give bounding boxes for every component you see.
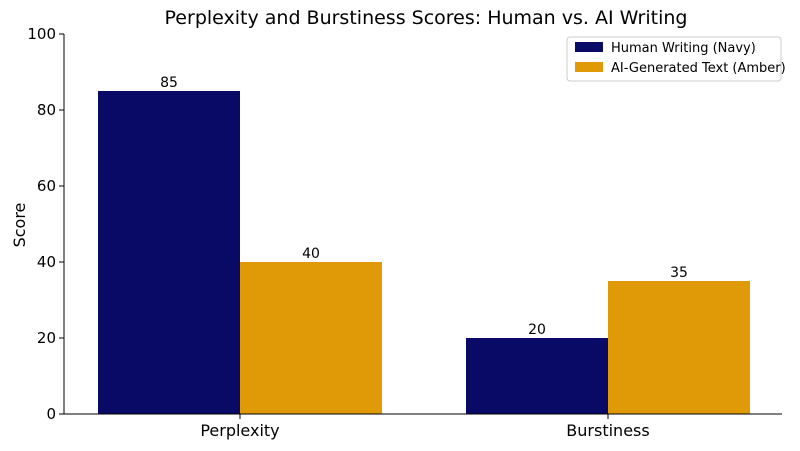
data-label: 85 — [160, 75, 178, 91]
y-axis-label: Score — [10, 203, 29, 248]
legend-swatch — [575, 62, 603, 72]
legend-entry-label: Human Writing (Navy) — [611, 41, 756, 56]
plot-area: 85 40 Perplexity 20 35 Burstiness 0 20 40 60 80 100 — [27, 25, 782, 440]
chart-title: Perplexity and Burstiness Scores: Human … — [165, 7, 688, 29]
bar-burstiness-series-1 — [466, 338, 608, 414]
bar-perplexity-series-1 — [98, 91, 240, 414]
legend-frame — [566, 36, 782, 82]
bar-burstiness-series-2 — [608, 281, 750, 414]
y-tick-label: 60 — [37, 177, 56, 195]
legend-entry-label: AI-Generated Text (Amber) — [611, 61, 786, 76]
data-label: 35 — [670, 265, 688, 281]
y-tick-label: 20 — [37, 329, 56, 347]
data-label: 20 — [528, 322, 546, 338]
data-label: 40 — [302, 246, 320, 262]
legend: Human Writing (Navy) AI-Generated Text (A… — [566, 36, 786, 82]
y-tick-label: 40 — [37, 253, 56, 271]
legend-swatch — [575, 42, 603, 52]
y-tick-label: 80 — [37, 101, 56, 119]
bar-perplexity-series-2 — [240, 262, 382, 414]
x-tick-label: Perplexity — [200, 421, 279, 440]
y-tick-label: 100 — [27, 25, 56, 43]
x-tick-label: Burstiness — [566, 421, 649, 440]
y-tick-label: 0 — [46, 405, 56, 423]
